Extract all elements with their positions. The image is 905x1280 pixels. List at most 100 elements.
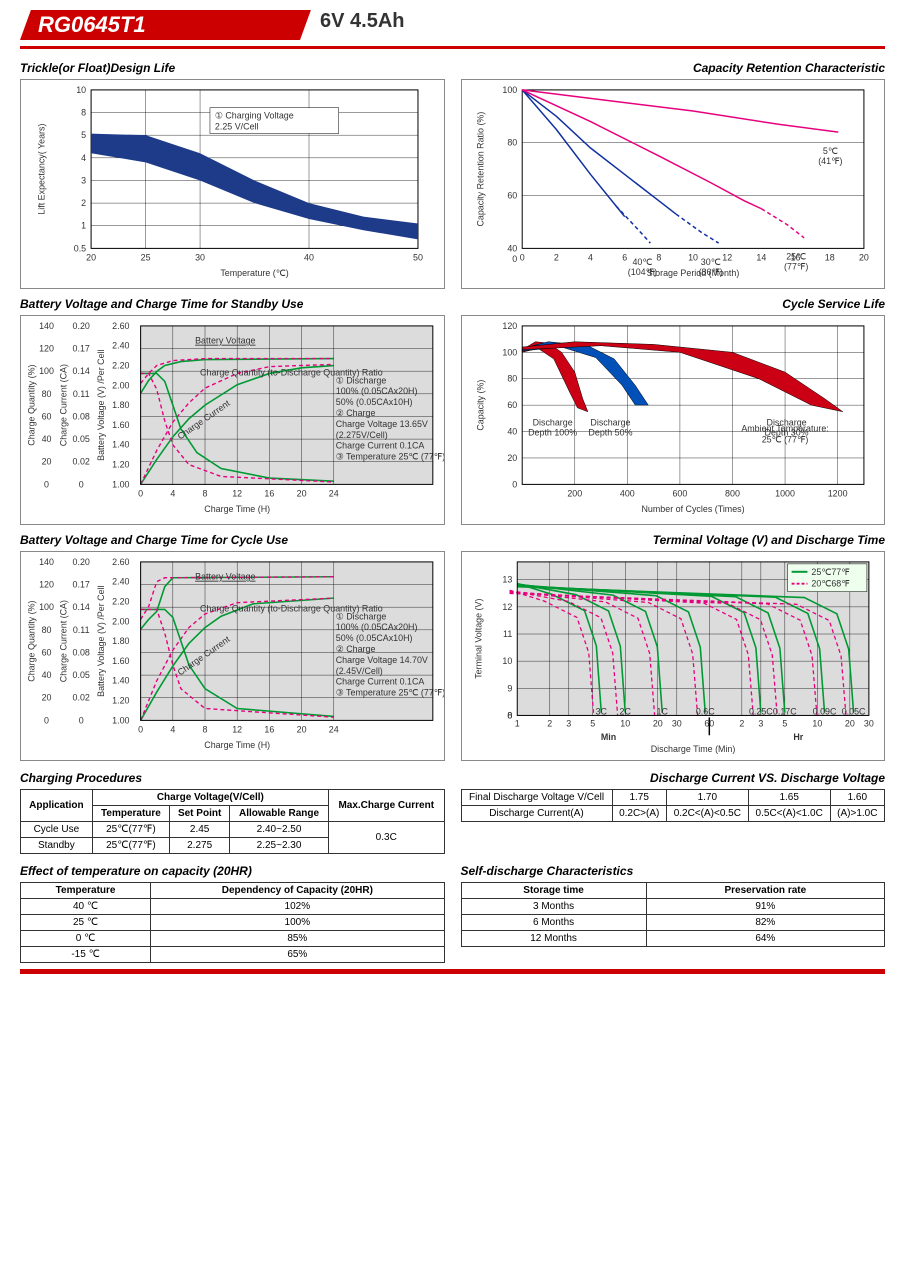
retention-chart-section: Capacity Retention Characteristic 406080… <box>461 61 886 289</box>
svg-text:1.00: 1.00 <box>112 715 129 725</box>
svg-text:140: 140 <box>39 557 54 567</box>
svg-text:Charge Voltage 14.70V: Charge Voltage 14.70V <box>336 655 428 665</box>
svg-text:Min: Min <box>600 732 615 742</box>
svg-text:8: 8 <box>203 724 208 734</box>
col-application: Application <box>21 790 93 822</box>
col-charge-voltage: Charge Voltage(V/Cell) <box>92 790 328 806</box>
svg-text:③ Temperature 25℃ (77℉): ③ Temperature 25℃ (77℉) <box>336 688 444 698</box>
svg-text:40: 40 <box>507 427 517 437</box>
svg-text:80: 80 <box>42 625 52 635</box>
svg-text:1.40: 1.40 <box>112 676 129 686</box>
svg-text:0.11: 0.11 <box>73 625 90 635</box>
svg-text:Capacity (%): Capacity (%) <box>475 380 485 431</box>
svg-text:1000: 1000 <box>775 488 795 498</box>
table-row: Discharge Current(A) 0.2C>(A) 0.2C<(A)<0… <box>461 806 885 822</box>
svg-text:2: 2 <box>81 198 86 208</box>
svg-text:3: 3 <box>758 718 763 728</box>
svg-text:0: 0 <box>79 479 84 489</box>
table-title: Self-discharge Characteristics <box>461 864 886 878</box>
svg-text:2.40: 2.40 <box>112 577 129 587</box>
svg-text:Battery Voltage (V) /Per Cell: Battery Voltage (V) /Per Cell <box>96 585 106 696</box>
svg-text:80: 80 <box>42 389 52 399</box>
table-row: 12 Months64% <box>461 931 885 947</box>
svg-text:100: 100 <box>502 347 517 357</box>
svg-text:0: 0 <box>507 710 512 720</box>
svg-text:12: 12 <box>502 602 512 612</box>
svg-text:80: 80 <box>507 138 517 148</box>
chart-title: Battery Voltage and Charge Time for Cycl… <box>20 533 445 547</box>
svg-text:0: 0 <box>44 479 49 489</box>
svg-text:2.20: 2.20 <box>112 360 129 370</box>
chart-title: Battery Voltage and Charge Time for Stan… <box>20 297 445 311</box>
svg-text:0.20: 0.20 <box>73 557 90 567</box>
svg-text:① Discharge: ① Discharge <box>336 375 387 385</box>
svg-text:60: 60 <box>42 647 52 657</box>
svg-text:13: 13 <box>502 575 512 585</box>
svg-text:60: 60 <box>507 191 517 201</box>
svg-text:1.00: 1.00 <box>112 479 129 489</box>
svg-text:400: 400 <box>619 488 634 498</box>
svg-text:80: 80 <box>507 374 517 384</box>
svg-text:20: 20 <box>42 457 52 467</box>
svg-text:2.20: 2.20 <box>112 596 129 606</box>
svg-text:1: 1 <box>81 221 86 231</box>
svg-text:1.80: 1.80 <box>112 636 129 646</box>
svg-text:Charge Time (H): Charge Time (H) <box>204 504 270 514</box>
svg-text:5: 5 <box>590 718 595 728</box>
svg-text:16: 16 <box>264 488 274 498</box>
svg-text:5℃: 5℃ <box>822 146 837 156</box>
svg-text:1.60: 1.60 <box>112 420 129 430</box>
chart-title: Capacity Retention Characteristic <box>461 61 886 75</box>
svg-text:2.40: 2.40 <box>112 341 129 351</box>
table-row: 6 Months82% <box>461 915 885 931</box>
svg-text:20: 20 <box>86 252 96 262</box>
charging-procedures-table: Application Charge Voltage(V/Cell) Max.C… <box>20 789 445 854</box>
table-row: Final Discharge Voltage V/Cell 1.75 1.70… <box>461 790 885 806</box>
svg-text:4: 4 <box>170 724 175 734</box>
svg-text:40℃: 40℃ <box>632 257 652 267</box>
discharge-voltage-table: Final Discharge Voltage V/Cell 1.75 1.70… <box>461 789 886 822</box>
svg-text:800: 800 <box>725 488 740 498</box>
charging-procedures-section: Charging Procedures Application Charge V… <box>20 771 445 854</box>
svg-text:0.5: 0.5 <box>74 243 86 253</box>
svg-text:25℃77℉: 25℃77℉ <box>811 567 850 577</box>
svg-text:Number of Cycles (Times): Number of Cycles (Times) <box>641 504 744 514</box>
svg-text:0.17: 0.17 <box>73 344 90 354</box>
svg-text:200: 200 <box>567 488 582 498</box>
svg-text:Discharge Time (Min): Discharge Time (Min) <box>650 744 735 754</box>
svg-text:1.60: 1.60 <box>112 656 129 666</box>
svg-text:Charge Time (H): Charge Time (H) <box>204 740 270 750</box>
table-row: -15 ℃65% <box>21 947 445 963</box>
svg-text:0: 0 <box>79 715 84 725</box>
svg-text:100% (0.05CAx20H): 100% (0.05CAx20H) <box>336 386 418 396</box>
svg-text:2.00: 2.00 <box>112 616 129 626</box>
svg-text:Terminal Voltage (V): Terminal Voltage (V) <box>473 599 483 679</box>
svg-text:(2.45V/Cell): (2.45V/Cell) <box>336 666 383 676</box>
svg-text:3: 3 <box>566 718 571 728</box>
svg-text:20: 20 <box>844 718 854 728</box>
svg-text:1200: 1200 <box>827 488 847 498</box>
svg-text:③ Temperature 25℃ (77℉): ③ Temperature 25℃ (77℉) <box>336 452 444 462</box>
svg-text:(77℉): (77℉) <box>784 262 808 272</box>
svg-text:0: 0 <box>512 254 517 264</box>
svg-text:120: 120 <box>39 344 54 354</box>
svg-text:0.11: 0.11 <box>73 389 90 399</box>
svg-text:8: 8 <box>656 252 661 262</box>
svg-text:20: 20 <box>297 488 307 498</box>
header-divider <box>20 46 885 49</box>
svg-text:20: 20 <box>507 453 517 463</box>
discharge-voltage-section: Discharge Current VS. Discharge Voltage … <box>461 771 886 854</box>
svg-text:0: 0 <box>519 252 524 262</box>
svg-text:60: 60 <box>507 400 517 410</box>
svg-text:12: 12 <box>232 724 242 734</box>
svg-text:4: 4 <box>81 153 86 163</box>
svg-text:Discharge: Discharge <box>590 418 630 428</box>
svg-text:120: 120 <box>502 321 517 331</box>
svg-text:10: 10 <box>620 718 630 728</box>
svg-text:Hr: Hr <box>793 732 803 742</box>
svg-text:25℃ (77℉): 25℃ (77℉) <box>761 434 808 444</box>
svg-text:1.40: 1.40 <box>112 440 129 450</box>
table-title: Charging Procedures <box>20 771 445 785</box>
svg-text:(41℉): (41℉) <box>818 156 842 166</box>
svg-text:① Charging Voltage: ① Charging Voltage <box>215 111 294 121</box>
